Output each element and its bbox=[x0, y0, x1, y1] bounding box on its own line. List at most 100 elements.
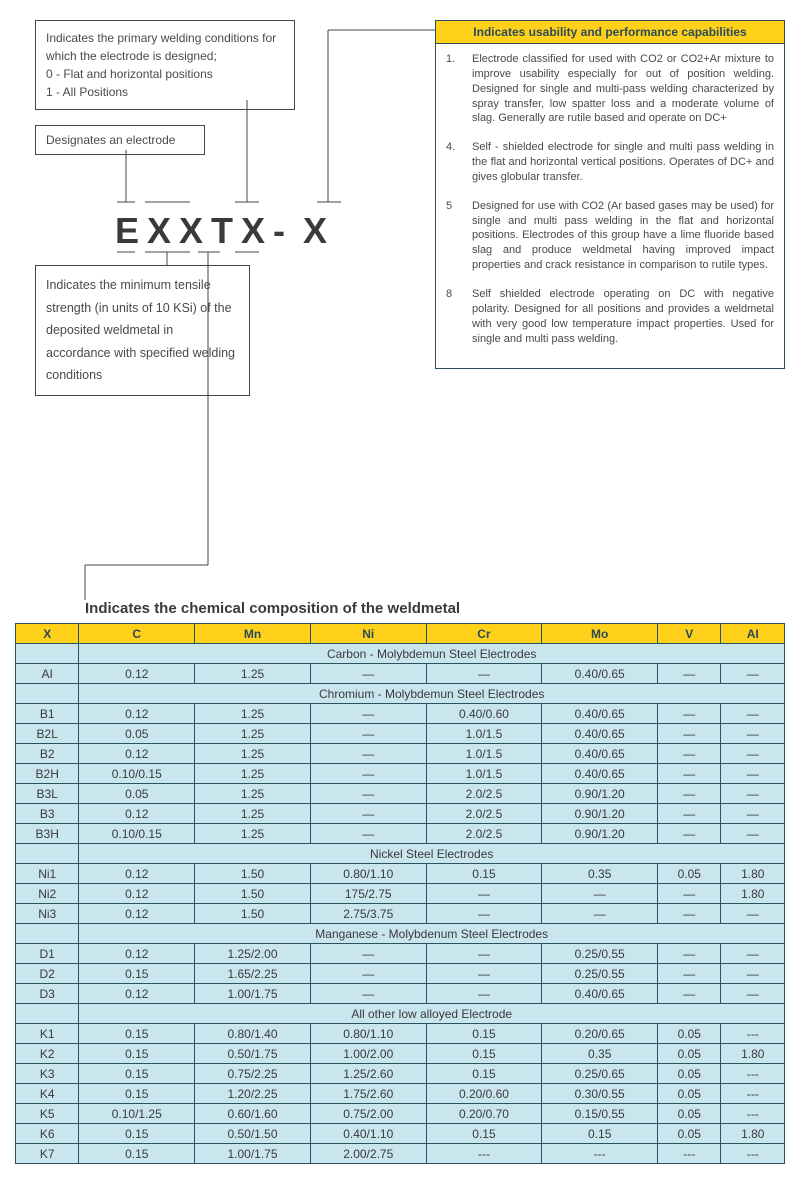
table-cell: 0.12 bbox=[79, 744, 195, 764]
table-cell: — bbox=[658, 744, 721, 764]
usability-item: 1.Electrode classified for used with CO2… bbox=[446, 52, 774, 126]
table-cell: --- bbox=[721, 1024, 785, 1044]
table-cell: 0.30/0.55 bbox=[542, 1084, 658, 1104]
table-title: Indicates the chemical composition of th… bbox=[85, 600, 785, 617]
table-cell: — bbox=[721, 944, 785, 964]
table-cell: 1.00/1.75 bbox=[195, 1144, 311, 1164]
table-header-cell: Ni bbox=[310, 624, 426, 644]
table-cell: 0.25/0.65 bbox=[542, 1064, 658, 1084]
table-group-spacer bbox=[16, 1004, 79, 1024]
table-cell: 0.90/1.20 bbox=[542, 784, 658, 804]
table-header-cell: AI bbox=[721, 624, 785, 644]
table-cell: 0.12 bbox=[79, 984, 195, 1004]
table-row: K60.150.50/1.500.40/1.100.150.150.051.80 bbox=[16, 1124, 785, 1144]
table-cell: 0.15 bbox=[79, 964, 195, 984]
table-header-cell: Cr bbox=[426, 624, 542, 644]
usability-item: 4.Self - shielded electrode for single a… bbox=[446, 140, 774, 185]
table-cell: K6 bbox=[16, 1124, 79, 1144]
table-cell: 0.25/0.55 bbox=[542, 964, 658, 984]
table-cell: — bbox=[721, 904, 785, 924]
table-cell: 0.40/0.65 bbox=[542, 984, 658, 1004]
table-cell: 0.40/0.65 bbox=[542, 744, 658, 764]
table-cell: D1 bbox=[16, 944, 79, 964]
table-cell: — bbox=[658, 704, 721, 724]
table-cell: — bbox=[310, 724, 426, 744]
table-cell: 0.90/1.20 bbox=[542, 804, 658, 824]
usability-header: Indicates usability and performance capa… bbox=[436, 21, 784, 44]
table-row: D20.151.65/2.25——0.25/0.55—— bbox=[16, 964, 785, 984]
table-cell: 0.15 bbox=[79, 1024, 195, 1044]
table-header-cell: Mo bbox=[542, 624, 658, 644]
table-row: B3L0.051.25—2.0/2.50.90/1.20—— bbox=[16, 784, 785, 804]
table-cell: 1.0/1.5 bbox=[426, 724, 542, 744]
table-cell: — bbox=[658, 724, 721, 744]
table-cell: 0.80/1.10 bbox=[310, 864, 426, 884]
table-row: B3H0.10/0.151.25—2.0/2.50.90/1.20—— bbox=[16, 824, 785, 844]
table-cell: 2.0/2.5 bbox=[426, 784, 542, 804]
table-cell: 0.05 bbox=[658, 1064, 721, 1084]
table-cell: — bbox=[658, 664, 721, 684]
table-cell: B1 bbox=[16, 704, 79, 724]
table-cell: — bbox=[310, 804, 426, 824]
table-cell: — bbox=[721, 984, 785, 1004]
table-row: Ni20.121.50175/2.75———1.80 bbox=[16, 884, 785, 904]
table-cell: --- bbox=[721, 1144, 785, 1164]
table-cell: — bbox=[310, 944, 426, 964]
table-cell: 0.10/0.15 bbox=[79, 824, 195, 844]
table-cell: AI bbox=[16, 664, 79, 684]
table-row: B2L0.051.25—1.0/1.50.40/0.65—— bbox=[16, 724, 785, 744]
table-cell: B3L bbox=[16, 784, 79, 804]
table-cell: 1.65/2.25 bbox=[195, 964, 311, 984]
table-cell: 0.15 bbox=[426, 1124, 542, 1144]
usability-item-text: Self shielded electrode operating on DC … bbox=[472, 287, 774, 346]
table-header-cell: C bbox=[79, 624, 195, 644]
table-cell: 0.05 bbox=[79, 724, 195, 744]
table-header-cell: Mn bbox=[195, 624, 311, 644]
table-cell: --- bbox=[542, 1144, 658, 1164]
table-cell: K1 bbox=[16, 1024, 79, 1044]
usability-item-number: 1. bbox=[446, 52, 462, 126]
table-cell: — bbox=[721, 804, 785, 824]
table-cell: B3H bbox=[16, 824, 79, 844]
table-cell: — bbox=[721, 724, 785, 744]
table-cell: --- bbox=[658, 1144, 721, 1164]
table-cell: 0.12 bbox=[79, 704, 195, 724]
table-cell: — bbox=[721, 824, 785, 844]
table-cell: 1.80 bbox=[721, 1124, 785, 1144]
table-cell: 0.12 bbox=[79, 664, 195, 684]
table-cell: — bbox=[426, 944, 542, 964]
table-row: B30.121.25—2.0/2.50.90/1.20—— bbox=[16, 804, 785, 824]
table-row: B10.121.25—0.40/0.600.40/0.65—— bbox=[16, 704, 785, 724]
table-cell: 0.15 bbox=[79, 1124, 195, 1144]
table-cell: 2.0/2.5 bbox=[426, 804, 542, 824]
table-cell: — bbox=[310, 704, 426, 724]
table-cell: 0.12 bbox=[79, 904, 195, 924]
table-cell: — bbox=[310, 744, 426, 764]
table-cell: --- bbox=[721, 1084, 785, 1104]
table-cell: 1.25 bbox=[195, 664, 311, 684]
table-cell: 1.80 bbox=[721, 884, 785, 904]
table-cell: 1.25 bbox=[195, 724, 311, 744]
table-cell: — bbox=[658, 804, 721, 824]
table-group-spacer bbox=[16, 644, 79, 664]
table-cell: 0.15/0.55 bbox=[542, 1104, 658, 1124]
table-cell: 0.05 bbox=[79, 784, 195, 804]
table-cell: 0.25/0.55 bbox=[542, 944, 658, 964]
table-cell: 0.75/2.25 bbox=[195, 1064, 311, 1084]
table-cell: — bbox=[310, 824, 426, 844]
table-cell: K5 bbox=[16, 1104, 79, 1124]
table-cell: 0.15 bbox=[426, 1064, 542, 1084]
table-cell: — bbox=[426, 904, 542, 924]
table-row: Ni30.121.502.75/3.75———— bbox=[16, 904, 785, 924]
table-cell: 1.50 bbox=[195, 904, 311, 924]
table-cell: --- bbox=[721, 1104, 785, 1124]
table-cell: — bbox=[721, 704, 785, 724]
table-header-cell: V bbox=[658, 624, 721, 644]
table-cell: — bbox=[658, 764, 721, 784]
table-cell: 0.40/0.65 bbox=[542, 704, 658, 724]
table-row: K70.151.00/1.752.00/2.75------------ bbox=[16, 1144, 785, 1164]
table-cell: K4 bbox=[16, 1084, 79, 1104]
table-cell: — bbox=[426, 964, 542, 984]
table-cell: 0.15 bbox=[79, 1064, 195, 1084]
table-cell: 0.05 bbox=[658, 1104, 721, 1124]
